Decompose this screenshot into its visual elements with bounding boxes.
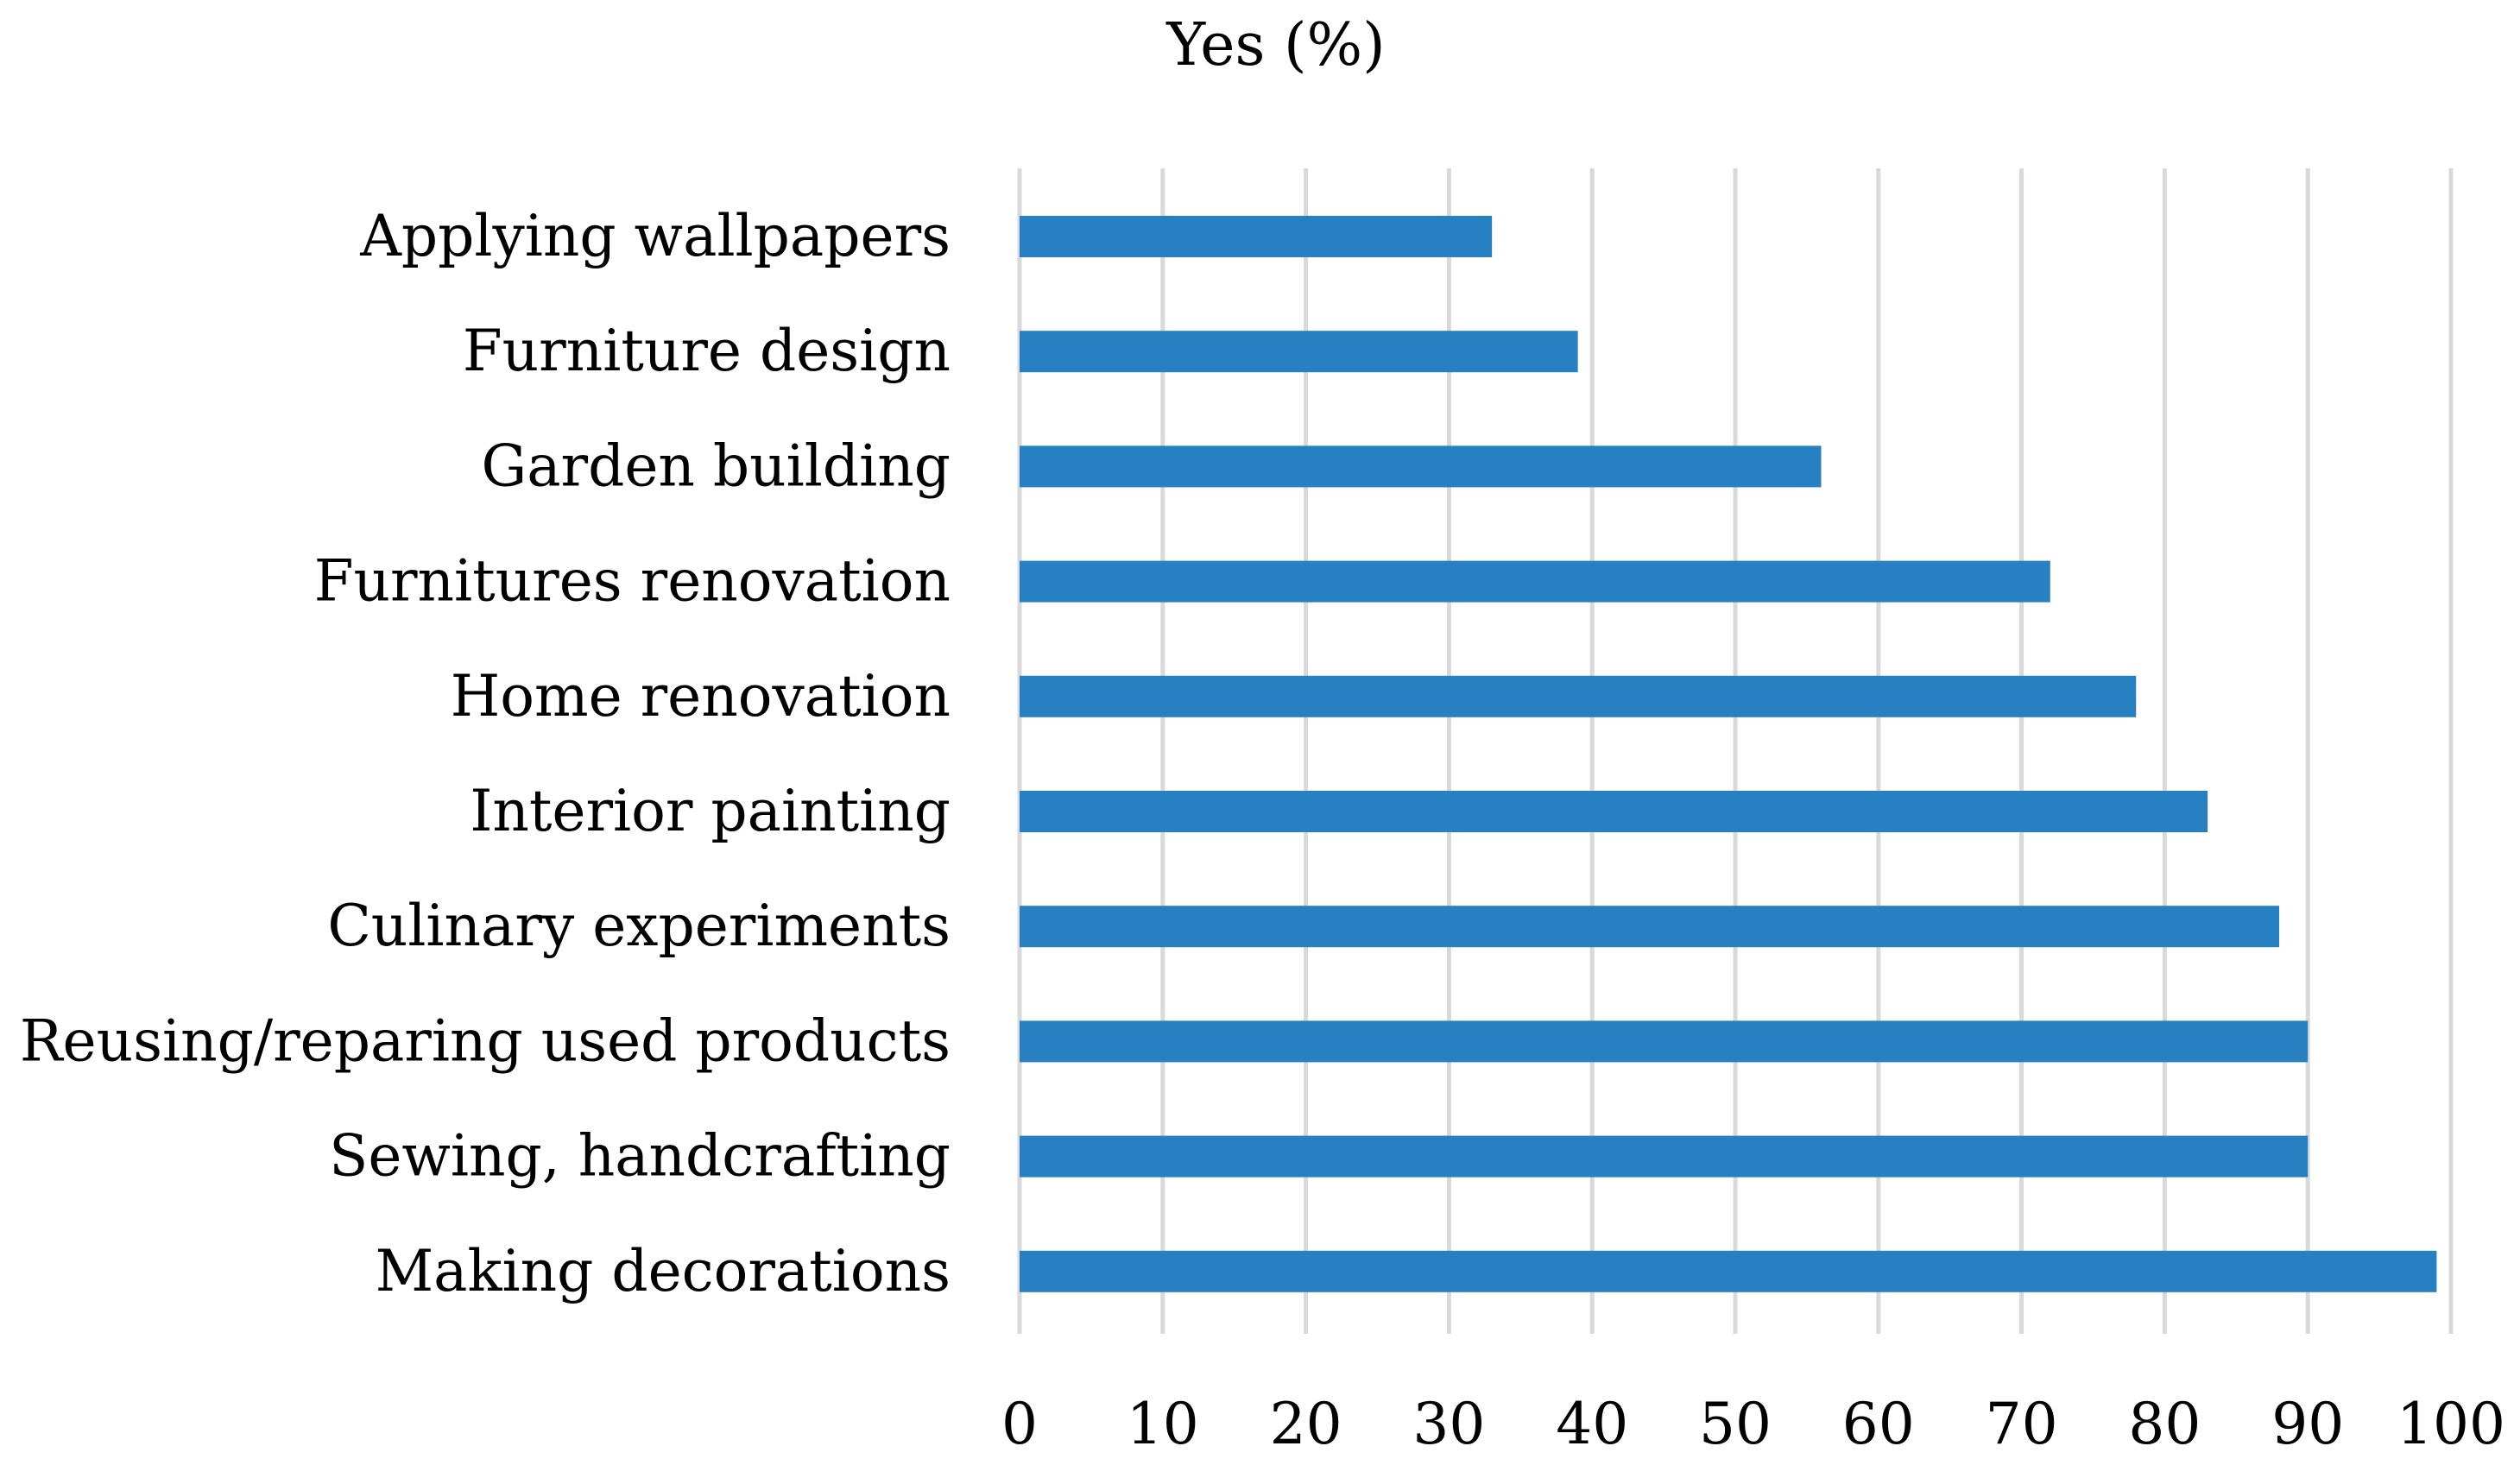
x-tick-label-20: 20 <box>1270 1391 1342 1457</box>
x-tick-label-100: 100 <box>2397 1391 2505 1457</box>
bar-culinary-experiments <box>1020 906 2280 948</box>
x-tick-label-10: 10 <box>1127 1391 1199 1457</box>
category-label-culinary-experiments: Culinary experiments <box>327 893 951 959</box>
bar-interior-painting <box>1020 791 2208 832</box>
bar-furnitures-renovation <box>1020 560 2050 603</box>
category-label-garden-building: Garden building <box>481 433 951 499</box>
x-tick-label-90: 90 <box>2271 1391 2344 1457</box>
x-tick-label-0: 0 <box>1001 1391 1038 1457</box>
chart-title: Yes (%) <box>1165 11 1385 79</box>
bar-making-decorations <box>1020 1250 2437 1292</box>
x-tick-label-70: 70 <box>1986 1391 2058 1457</box>
bar-layer <box>1020 216 2437 1292</box>
category-label-applying-wallpapers: Applying wallpapers <box>359 203 951 269</box>
bar-sewing-handcrafting <box>1020 1135 2309 1178</box>
bar-home-renovation <box>1020 675 2137 717</box>
bar-applying-wallpapers <box>1020 216 1493 257</box>
category-label-furniture-design: Furniture design <box>463 318 951 384</box>
tick-label-layer: 0 10 20 30 40 50 60 70 80 90 100 <box>1001 1391 2505 1457</box>
category-label-furnitures-renovation: Furnitures renovation <box>314 548 951 615</box>
category-label-layer: Applying wallpapers Furniture design Garde… <box>20 203 951 1304</box>
bar-reusing-reparing-used-products <box>1020 1020 2309 1063</box>
category-label-making-decorations: Making decorations <box>376 1238 951 1304</box>
category-label-sewing-handcrafting: Sewing, handcrafting <box>329 1123 951 1190</box>
x-tick-label-30: 30 <box>1412 1391 1485 1457</box>
category-label-home-renovation: Home renovation <box>451 663 951 729</box>
bar-furniture-design <box>1020 331 1578 373</box>
bar-garden-building <box>1020 445 1822 488</box>
x-tick-label-50: 50 <box>1699 1391 1772 1457</box>
x-tick-label-60: 60 <box>1842 1391 1915 1457</box>
category-label-reusing-reparing-used-products: Reusing/reparing used products <box>20 1007 951 1074</box>
category-label-interior-painting: Interior painting <box>470 778 951 844</box>
x-tick-label-40: 40 <box>1556 1391 1628 1457</box>
x-tick-label-80: 80 <box>2128 1391 2201 1457</box>
